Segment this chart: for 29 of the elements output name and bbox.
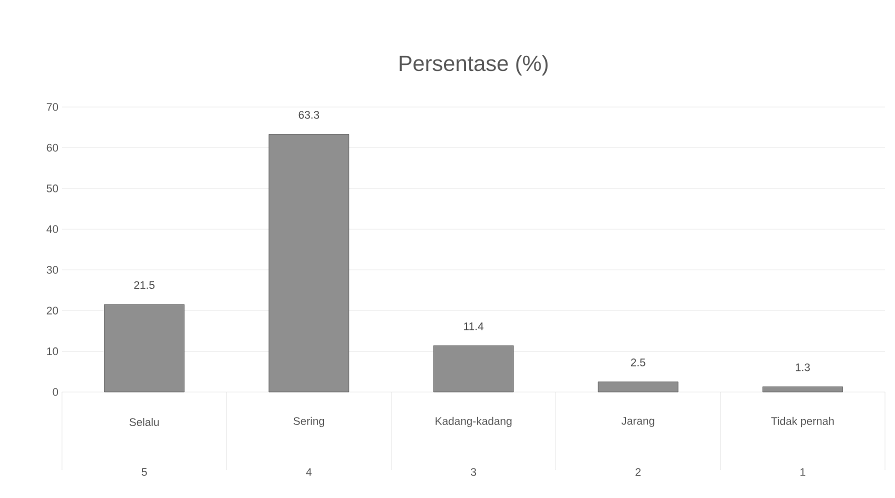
y-tick-label: 60 (46, 144, 58, 152)
text: 3 (470, 468, 476, 476)
bar (104, 304, 184, 392)
bar (433, 345, 514, 392)
y-tick-label: 10 (47, 347, 58, 356)
y-tick-label: 20 (46, 306, 58, 314)
data-label: 2.5 (631, 358, 646, 366)
text: 4 (306, 468, 312, 476)
bar (762, 386, 843, 392)
text: 1 (800, 468, 806, 476)
text: 5 (142, 468, 147, 476)
text: 2 (636, 468, 641, 476)
y-tick-label: 30 (46, 266, 58, 274)
x-tick-label: Sering (294, 416, 324, 428)
y-tick-label: 40 (46, 225, 58, 234)
chart-title: Persentase (%) (400, 55, 548, 76)
bar (598, 382, 678, 392)
x-tick-label: Jarang (622, 417, 654, 427)
y-tick-label: 50 (46, 184, 58, 192)
data-label: 11.4 (464, 322, 484, 330)
x-tick-label: Selalu (130, 418, 159, 426)
x-tick-label: Tidak pernah (771, 416, 834, 428)
x-tick-label: Kadang-kadang (436, 416, 512, 428)
y-tick-label: 0 (52, 388, 58, 396)
data-label: 63.3 (298, 111, 320, 119)
data-label: 21.5 (134, 281, 154, 289)
bar (268, 134, 350, 392)
data-label: 1.3 (796, 363, 810, 372)
y-tick-label: 70 (46, 103, 58, 111)
